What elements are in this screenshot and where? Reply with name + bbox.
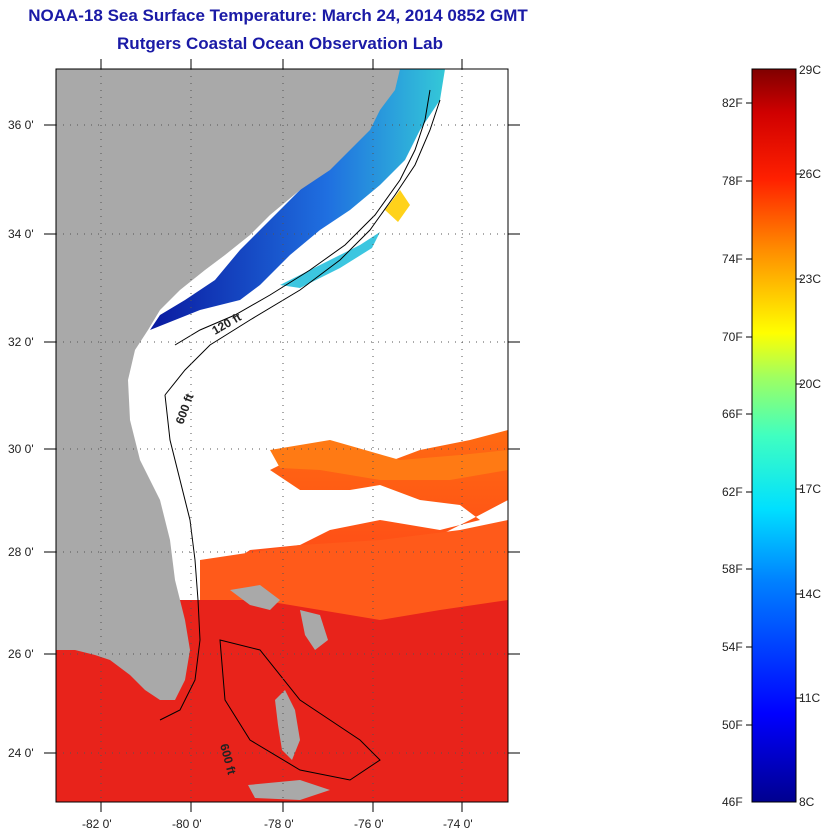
celsius-label: 29C: [799, 63, 821, 77]
warm-water-patch: [270, 440, 508, 480]
fahrenheit-label: 54F: [722, 640, 743, 654]
lon-label: -80 0': [172, 817, 202, 831]
contour-600ft: [164, 99, 441, 396]
land-bahamas: [275, 690, 300, 760]
fahrenheit-label: 62F: [722, 485, 743, 499]
map-ticks: [44, 59, 520, 812]
land-cuba-edge: [248, 780, 330, 800]
celsius-label: 17C: [799, 482, 821, 496]
celsius-labels: 29C 26C 23C 20C 17C 14C 11C 8C: [799, 63, 821, 809]
fahrenheit-label: 74F: [722, 252, 743, 266]
lat-label: 30 0': [8, 442, 34, 456]
lon-label: -82 0': [82, 817, 112, 831]
celsius-label: 11C: [799, 691, 820, 705]
contour-florida-shelf: [159, 394, 201, 721]
lat-label: 32 0': [8, 335, 34, 349]
fahrenheit-label: 82F: [722, 96, 743, 110]
land-abaco: [300, 610, 328, 650]
warm-water-region: [56, 430, 508, 645]
fahrenheit-label: 46F: [722, 795, 743, 809]
celsius-label: 23C: [799, 272, 821, 286]
map-frame: [55, 68, 509, 803]
lat-label: 36 0': [8, 118, 34, 132]
lon-label: -78 0': [264, 817, 294, 831]
fahrenheit-label: 50F: [722, 718, 743, 732]
map-plot-area: 120 ft 600 ft 600 ft: [44, 59, 520, 812]
contour-120ft: [174, 89, 431, 346]
lat-label: 34 0': [8, 227, 34, 241]
lat-label: 26 0': [8, 647, 34, 661]
cold-shelf-water: [150, 69, 445, 330]
gulf-stream-edge: [280, 232, 380, 288]
fahrenheit-labels: 82F 78F 74F 70F 66F 62F 58F 54F 50F 46F: [722, 96, 743, 809]
longitude-labels: -82 0' -80 0' -78 0' -76 0' -74 0': [82, 817, 473, 831]
map-subtitle: Rutgers Coastal Ocean Observation Lab: [117, 34, 443, 53]
fahrenheit-label: 58F: [722, 562, 743, 576]
lat-label: 24 0': [8, 746, 34, 760]
lon-label: -76 0': [354, 817, 384, 831]
land-grand-bahama: [230, 585, 280, 610]
warm-water-band: [200, 520, 508, 620]
celsius-label: 26C: [799, 167, 821, 181]
lon-label: -74 0': [443, 817, 473, 831]
celsius-label: 14C: [799, 587, 821, 601]
lat-label: 28 0': [8, 545, 34, 559]
fahrenheit-label: 66F: [722, 407, 743, 421]
colorbar-gradient: [751, 68, 797, 803]
contour-bahamas-bank: [219, 639, 381, 781]
fahrenheit-label: 78F: [722, 174, 743, 188]
celsius-label: 8C: [799, 795, 815, 809]
fahrenheit-label: 70F: [722, 330, 743, 344]
land-us-southeast: [56, 69, 400, 700]
colorbar-ticks: [746, 102, 802, 726]
map-title: NOAA-18 Sea Surface Temperature: March 2…: [28, 6, 528, 25]
celsius-label: 20C: [799, 377, 821, 391]
warm-eddy-north: [385, 190, 410, 222]
latitude-labels: 36 0' 34 0' 32 0' 30 0' 28 0' 26 0' 24 0…: [8, 118, 34, 760]
